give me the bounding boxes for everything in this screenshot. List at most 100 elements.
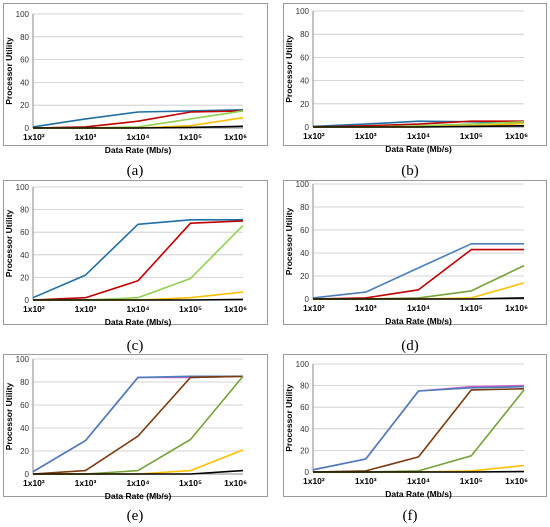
x-tick-label: 1x10³ bbox=[75, 132, 97, 142]
series-line-1 bbox=[312, 243, 524, 299]
y-tick-label: 60 bbox=[20, 56, 29, 65]
x-tick-label: 1x10⁴ bbox=[407, 476, 430, 486]
x-tick-label: 1x10² bbox=[303, 303, 325, 313]
chart-frame bbox=[283, 180, 547, 325]
y-tick-label: 60 bbox=[20, 228, 29, 237]
x-axis-label: Data Rate (Mb/s) bbox=[105, 317, 172, 327]
x-tick-label: 1x10⁵ bbox=[179, 478, 202, 488]
x-axis-label: Data Rate (Mb/s) bbox=[105, 145, 172, 155]
x-tick-label: 1x10⁶ bbox=[224, 478, 247, 488]
y-tick-label: 0 bbox=[305, 123, 310, 132]
series-line-2 bbox=[312, 385, 525, 471]
x-tick-label: 1x10⁴ bbox=[126, 132, 149, 142]
chart-panel-e: 0 20 40 60 80 100 1x10² 1x10³ 1x10⁴ 1x10⁵ 1x10⁶ Dat… bbox=[3, 354, 268, 524]
series-line-5 bbox=[313, 297, 525, 300]
y-tick-label: 40 bbox=[300, 425, 309, 434]
y-axis-label: Processor Utility bbox=[284, 384, 294, 452]
y-tick-label: 40 bbox=[20, 424, 29, 433]
panel-caption: (c) bbox=[127, 338, 144, 354]
chart-frame bbox=[3, 180, 268, 325]
x-tick-label: 1x10⁵ bbox=[460, 303, 483, 313]
x-tick-label: 1x10⁴ bbox=[407, 131, 430, 141]
y-tick-label: 0 bbox=[25, 296, 30, 305]
x-axis-label: Data Rate (Mb/s) bbox=[105, 491, 172, 501]
x-tick-label: 1x10³ bbox=[75, 478, 97, 488]
x-axis-label: Data Rate (Mb/s) bbox=[385, 489, 452, 499]
series-line-2 bbox=[32, 220, 244, 301]
series-line-1 bbox=[312, 120, 525, 128]
series-line-1 bbox=[32, 219, 243, 299]
y-tick-label: 40 bbox=[300, 249, 309, 258]
y-tick-label: 100 bbox=[16, 183, 30, 192]
y-tick-label: 60 bbox=[300, 226, 309, 235]
chart-frame bbox=[3, 354, 268, 497]
x-tick-label: 1x10³ bbox=[355, 303, 377, 313]
y-tick-label: 60 bbox=[300, 53, 309, 62]
y-tick-label: 100 bbox=[16, 355, 30, 364]
y-tick-label: 100 bbox=[296, 7, 310, 16]
panel-caption: (b) bbox=[401, 163, 419, 179]
x-tick-label: 1x10⁴ bbox=[407, 303, 430, 313]
y-tick-label: 20 bbox=[300, 272, 309, 281]
x-tick-label: 1x10⁵ bbox=[460, 131, 483, 141]
series-line-5 bbox=[313, 125, 525, 128]
y-tick-label: 80 bbox=[20, 206, 29, 215]
y-tick-label: 0 bbox=[305, 295, 310, 304]
x-tick-label: 1x10⁶ bbox=[505, 131, 528, 141]
chart-panel-a: 0 20 40 60 80 100 1x10² 1x10³ 1x10⁴ 1x10⁵ 1x10⁶ Dat… bbox=[3, 3, 268, 179]
y-tick-label: 0 bbox=[25, 124, 30, 133]
x-tick-label: 1x10² bbox=[303, 131, 325, 141]
series-line-3 bbox=[32, 375, 244, 475]
chart-panel-b: 0 20 40 60 80 100 1x10² 1x10³ 1x10⁴ 1x10⁵ 1x10⁶ Dat… bbox=[283, 3, 547, 179]
x-tick-label: 1x10³ bbox=[75, 304, 97, 314]
y-tick-label: 20 bbox=[20, 447, 29, 456]
y-tick-label: 0 bbox=[305, 468, 310, 477]
x-tick-label: 1x10⁶ bbox=[224, 132, 247, 142]
y-tick-label: 40 bbox=[20, 78, 29, 87]
series-line-5 bbox=[33, 298, 244, 301]
x-tick-label: 1x10³ bbox=[355, 131, 377, 141]
y-axis-label: Processor Utility bbox=[4, 37, 14, 105]
x-tick-label: 1x10² bbox=[23, 132, 45, 142]
y-tick-label: 20 bbox=[20, 101, 29, 110]
x-tick-label: 1x10⁶ bbox=[505, 476, 528, 486]
y-tick-label: 100 bbox=[16, 10, 30, 19]
x-tick-label: 1x10⁵ bbox=[179, 304, 202, 314]
y-tick-label: 80 bbox=[300, 30, 309, 39]
x-tick-label: 1x10⁶ bbox=[505, 303, 528, 313]
series-line-5 bbox=[33, 125, 244, 129]
x-tick-label: 1x10² bbox=[23, 304, 45, 314]
y-tick-label: 40 bbox=[20, 251, 29, 260]
y-tick-label: 20 bbox=[20, 273, 29, 282]
y-tick-label: 60 bbox=[20, 401, 29, 410]
x-tick-label: 1x10² bbox=[303, 476, 325, 486]
panel-caption: (d) bbox=[401, 338, 419, 354]
y-tick-label: 100 bbox=[296, 360, 310, 369]
y-tick-label: 80 bbox=[300, 203, 309, 212]
panel-caption: (e) bbox=[127, 508, 144, 524]
y-tick-label: 80 bbox=[20, 33, 29, 42]
y-tick-label: 80 bbox=[300, 382, 309, 391]
y-axis-label: Processor Utility bbox=[4, 382, 14, 450]
x-tick-label: 1x10⁶ bbox=[224, 304, 247, 314]
y-axis-label: Processor Utility bbox=[284, 207, 294, 275]
y-tick-label: 80 bbox=[20, 378, 29, 387]
x-tick-label: 1x10³ bbox=[355, 476, 377, 486]
series-line-6 bbox=[313, 470, 525, 473]
x-tick-label: 1x10⁵ bbox=[460, 476, 483, 486]
x-tick-label: 1x10² bbox=[23, 478, 45, 488]
x-tick-label: 1x10⁵ bbox=[179, 132, 202, 142]
panel-caption: (f) bbox=[403, 508, 418, 524]
panel-caption: (a) bbox=[127, 163, 144, 179]
y-tick-label: 40 bbox=[300, 77, 309, 86]
y-axis-label: Processor Utility bbox=[284, 35, 294, 103]
series-line-6 bbox=[33, 469, 244, 475]
y-tick-label: 20 bbox=[300, 100, 309, 109]
x-axis-label: Data Rate (Mb/s) bbox=[385, 316, 452, 326]
y-tick-label: 0 bbox=[25, 470, 30, 479]
y-tick-label: 60 bbox=[300, 403, 309, 412]
y-axis-label: Processor Utility bbox=[4, 209, 14, 277]
x-tick-label: 1x10⁴ bbox=[126, 478, 149, 488]
chart-panel-d: 0 20 40 60 80 100 1x10² 1x10³ 1x10⁴ 1x10⁵ 1x10⁶ Dat… bbox=[283, 180, 547, 354]
